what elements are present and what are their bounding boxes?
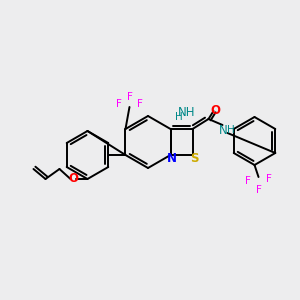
- Text: F: F: [116, 99, 122, 109]
- Text: F: F: [127, 92, 132, 102]
- Text: H: H: [226, 125, 234, 135]
- Text: O: O: [211, 103, 220, 116]
- Text: N: N: [167, 152, 176, 164]
- Text: S: S: [190, 152, 199, 164]
- Text: O: O: [68, 172, 79, 185]
- Text: F: F: [266, 174, 272, 184]
- Text: F: F: [256, 185, 262, 195]
- Text: N: N: [219, 124, 228, 136]
- Text: F: F: [136, 99, 142, 109]
- Text: H: H: [175, 112, 182, 122]
- Text: F: F: [244, 176, 250, 186]
- Text: NH: NH: [178, 106, 195, 119]
